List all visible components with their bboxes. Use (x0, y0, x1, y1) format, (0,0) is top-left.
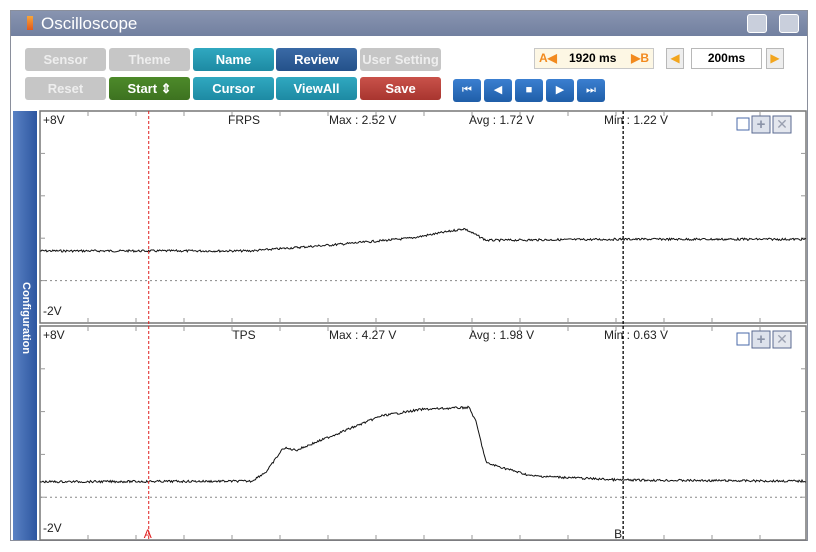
play-button[interactable]: ▶ (546, 79, 574, 102)
title-bar: Oscilloscope (11, 11, 807, 36)
plot-panel-tps (39, 325, 807, 541)
viewall-button[interactable]: ViewAll (276, 77, 357, 100)
configuration-tab[interactable]: Configuration (13, 111, 37, 540)
configuration-label: Configuration (20, 282, 32, 355)
app-logo-icon (27, 16, 33, 30)
max-value: Max : 2.52 V (329, 113, 396, 127)
x-icon: ✕ (776, 116, 788, 132)
stop-button[interactable]: ■ (515, 79, 543, 102)
y-max-label: +8V (43, 113, 65, 127)
ab-interval-display: A◀ 1920 ms ▶B (534, 48, 654, 69)
last-button[interactable]: ⏭ (577, 79, 605, 102)
y-min-label: -2V (43, 521, 62, 535)
x-icon: ✕ (776, 331, 788, 347)
cursor-b-marker[interactable]: ▶B (631, 51, 649, 65)
cursor-button[interactable]: Cursor (193, 77, 274, 100)
close-channel-icon[interactable] (772, 330, 792, 349)
first-button[interactable]: ⏮ (453, 79, 481, 102)
select-checkbox[interactable] (736, 332, 750, 346)
detach-window-icon[interactable] (747, 14, 767, 33)
review-button[interactable]: Review (276, 48, 357, 71)
close-channel-icon[interactable] (772, 115, 792, 134)
min-value: Min : 0.63 V (604, 328, 668, 342)
window-title: Oscilloscope (41, 14, 138, 33)
save-button[interactable]: Save (360, 77, 441, 100)
min-value: Min : 1.22 V (604, 113, 668, 127)
select-checkbox[interactable] (736, 117, 750, 131)
plot-area[interactable]: +8V -2V FRPS Max : 2.52 V Avg : 1.72 V Min : … (39, 110, 807, 542)
cursor-b-label: B (614, 527, 622, 541)
ab-interval-value: 1920 ms (569, 51, 617, 65)
theme-button[interactable]: Theme (109, 48, 190, 71)
channel-name: TPS (232, 328, 255, 342)
max-value: Max : 4.27 V (329, 328, 396, 342)
trace-frps (39, 227, 807, 253)
user-setting-button[interactable]: User Setting (360, 48, 441, 71)
channel-name: FRPS (228, 113, 260, 127)
reset-button[interactable]: Reset (25, 77, 106, 100)
trace-tps (39, 405, 807, 484)
plus-icon: + (757, 331, 766, 348)
plus-icon: + (757, 116, 766, 133)
cursor-a-label: A (144, 527, 152, 541)
y-min-label: -2V (43, 304, 62, 318)
zoom-in-icon[interactable] (751, 330, 771, 349)
timebase-input[interactable]: 200ms (691, 48, 762, 69)
timebase-decrease-button[interactable]: ◀ (666, 48, 684, 69)
layout-icon[interactable] (779, 14, 799, 33)
avg-value: Avg : 1.98 V (469, 328, 534, 342)
start-button[interactable]: Start ⇕ (109, 77, 190, 100)
oscilloscope-window: Oscilloscope Sensor Theme Name Review User S… (10, 10, 808, 541)
name-button[interactable]: Name (193, 48, 274, 71)
y-max-label: +8V (43, 328, 65, 342)
timebase-increase-button[interactable]: ▶ (766, 48, 784, 69)
cursor-a-marker[interactable]: A◀ (539, 51, 557, 65)
zoom-in-icon[interactable] (751, 115, 771, 134)
avg-value: Avg : 1.72 V (469, 113, 534, 127)
plot-panel-frps (39, 110, 807, 324)
previous-button[interactable]: ◀ (484, 79, 512, 102)
sensor-button[interactable]: Sensor (25, 48, 106, 71)
